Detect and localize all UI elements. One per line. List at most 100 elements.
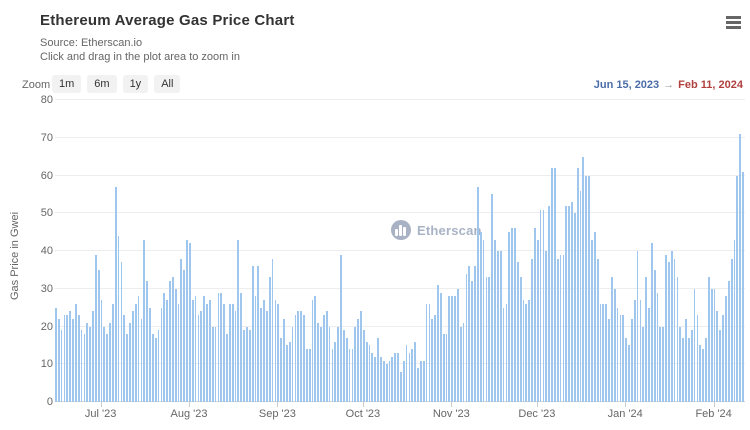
- bar[interactable]: [340, 254, 342, 402]
- bar[interactable]: [374, 356, 377, 402]
- bar[interactable]: [177, 303, 180, 402]
- bar[interactable]: [650, 243, 653, 402]
- bar[interactable]: [742, 171, 744, 402]
- bar[interactable]: [625, 337, 628, 402]
- bar[interactable]: [300, 311, 302, 402]
- bar[interactable]: [511, 228, 513, 402]
- bar[interactable]: [157, 330, 160, 402]
- bar[interactable]: [733, 239, 736, 402]
- bar[interactable]: [149, 307, 151, 402]
- bar[interactable]: [120, 262, 123, 402]
- bar[interactable]: [719, 330, 722, 402]
- bar[interactable]: [72, 318, 74, 402]
- bar[interactable]: [448, 296, 451, 402]
- bar[interactable]: [237, 239, 240, 402]
- bar[interactable]: [186, 239, 188, 402]
- bar[interactable]: [391, 356, 394, 402]
- bar[interactable]: [402, 360, 405, 402]
- bar[interactable]: [494, 239, 496, 402]
- bar[interactable]: [502, 307, 505, 402]
- bar[interactable]: [231, 303, 234, 402]
- bar[interactable]: [437, 285, 439, 402]
- bar[interactable]: [97, 269, 100, 402]
- bar[interactable]: [419, 360, 422, 402]
- bar[interactable]: [685, 318, 687, 402]
- bar[interactable]: [573, 213, 576, 402]
- bar[interactable]: [536, 239, 539, 402]
- bar[interactable]: [442, 334, 445, 402]
- bar[interactable]: [357, 318, 359, 402]
- zoom-button-1m[interactable]: 1m: [52, 75, 82, 93]
- bar[interactable]: [260, 307, 263, 402]
- bar[interactable]: [137, 296, 140, 402]
- bar[interactable]: [479, 232, 482, 402]
- bar[interactable]: [362, 330, 365, 402]
- bar[interactable]: [428, 303, 431, 402]
- zoom-button-6m[interactable]: 6m: [87, 75, 117, 93]
- bar[interactable]: [63, 315, 66, 402]
- bar[interactable]: [565, 205, 568, 402]
- bar[interactable]: [471, 281, 474, 402]
- bar[interactable]: [716, 311, 719, 402]
- bar[interactable]: [220, 292, 223, 402]
- bar[interactable]: [425, 303, 428, 402]
- bar[interactable]: [736, 175, 739, 402]
- bar[interactable]: [642, 326, 645, 402]
- bar[interactable]: [665, 254, 667, 402]
- bar[interactable]: [610, 277, 613, 402]
- bar[interactable]: [131, 311, 134, 402]
- bar[interactable]: [713, 288, 716, 402]
- bar[interactable]: [662, 326, 665, 402]
- bar[interactable]: [593, 232, 596, 402]
- bar[interactable]: [485, 277, 488, 402]
- bar[interactable]: [126, 334, 129, 402]
- bar[interactable]: [154, 337, 157, 402]
- bar[interactable]: [591, 239, 593, 402]
- bar[interactable]: [482, 239, 485, 402]
- bar[interactable]: [271, 258, 274, 402]
- bar[interactable]: [628, 345, 630, 402]
- bar[interactable]: [514, 228, 516, 402]
- bar[interactable]: [545, 251, 548, 402]
- bar[interactable]: [226, 334, 228, 402]
- bar[interactable]: [588, 175, 590, 402]
- bar[interactable]: [57, 318, 60, 402]
- bar[interactable]: [305, 349, 308, 402]
- bar[interactable]: [411, 349, 414, 402]
- bar[interactable]: [534, 228, 536, 402]
- bar[interactable]: [311, 300, 314, 402]
- bar[interactable]: [228, 303, 231, 402]
- bar[interactable]: [491, 194, 493, 402]
- bar[interactable]: [397, 352, 399, 402]
- bar[interactable]: [211, 326, 214, 402]
- bar[interactable]: [388, 360, 391, 402]
- bar[interactable]: [74, 303, 77, 402]
- bar[interactable]: [129, 322, 131, 402]
- bar[interactable]: [112, 303, 114, 402]
- bar[interactable]: [568, 205, 570, 402]
- bar[interactable]: [331, 349, 334, 402]
- bar[interactable]: [291, 326, 294, 402]
- bar[interactable]: [189, 243, 191, 402]
- bar[interactable]: [542, 209, 545, 402]
- bar[interactable]: [55, 307, 57, 402]
- bar[interactable]: [622, 315, 625, 402]
- bar[interactable]: [371, 352, 374, 402]
- bar[interactable]: [268, 277, 271, 402]
- bar[interactable]: [342, 330, 345, 402]
- zoom-button-all[interactable]: All: [154, 75, 181, 93]
- bar[interactable]: [206, 303, 208, 402]
- bar[interactable]: [705, 337, 707, 402]
- bar[interactable]: [730, 258, 733, 402]
- bar[interactable]: [505, 303, 508, 402]
- bar[interactable]: [696, 315, 699, 402]
- bar[interactable]: [314, 296, 317, 402]
- bar[interactable]: [739, 134, 742, 402]
- hamburger-menu-icon[interactable]: [726, 16, 742, 29]
- bar[interactable]: [476, 186, 479, 402]
- bar[interactable]: [457, 288, 459, 402]
- bar[interactable]: [488, 277, 491, 402]
- bar[interactable]: [599, 303, 602, 402]
- bar[interactable]: [380, 356, 382, 402]
- bar[interactable]: [690, 330, 693, 402]
